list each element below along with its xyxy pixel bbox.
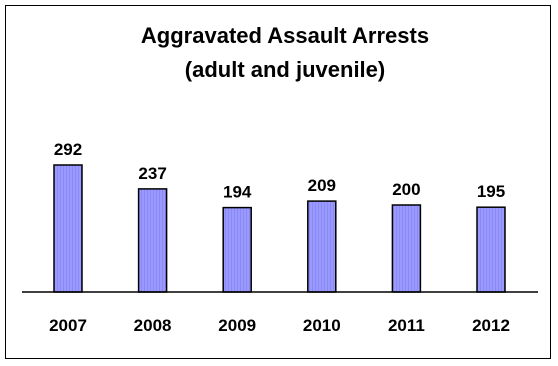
bar-2007 bbox=[53, 164, 83, 293]
data-label-2007: 292 bbox=[54, 140, 82, 159]
chart-frame bbox=[5, 5, 551, 359]
x-tick-label-2011: 2011 bbox=[388, 316, 425, 335]
tick-labels-layer: 2007 2008 2009 2010 2011 2012 bbox=[49, 316, 510, 335]
x-tick-label-2007: 2007 bbox=[49, 316, 87, 335]
bar-2012 bbox=[476, 206, 506, 293]
chart-subtitle: (adult and juvenile) bbox=[185, 57, 385, 82]
chart-title: Aggravated Assault Arrests bbox=[141, 23, 429, 48]
data-label-2011: 200 bbox=[392, 180, 420, 199]
bar-2011 bbox=[391, 204, 422, 293]
x-tick-label-2012: 2012 bbox=[472, 316, 510, 335]
bars-layer bbox=[53, 164, 506, 293]
x-tick-label-2010: 2010 bbox=[303, 316, 341, 335]
x-tick-label-2008: 2008 bbox=[134, 316, 172, 335]
data-label-2008: 237 bbox=[138, 164, 166, 183]
data-label-2009: 194 bbox=[223, 183, 252, 202]
data-label-2010: 209 bbox=[308, 176, 336, 195]
data-labels-layer: 292 237 194 209 200 195 bbox=[54, 140, 505, 202]
x-tick-label-2009: 2009 bbox=[218, 316, 256, 335]
data-label-2012: 195 bbox=[477, 182, 505, 201]
bar-2010 bbox=[307, 200, 337, 293]
bar-2009 bbox=[222, 206, 252, 293]
bar-2008 bbox=[137, 188, 168, 293]
